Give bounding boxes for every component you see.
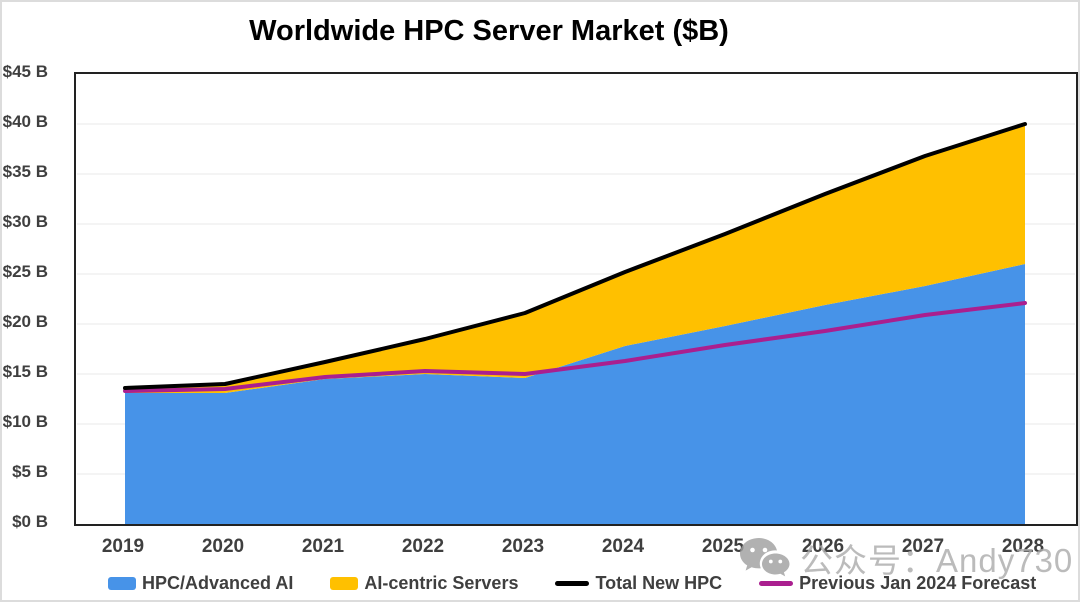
legend-item-hpc-advanced-ai: HPC/Advanced AI	[108, 573, 293, 594]
x-tick-label: 2026	[801, 536, 845, 557]
x-tick-label: 2024	[601, 536, 645, 557]
x-tick-label: 2021	[301, 536, 345, 557]
legend-swatch	[759, 581, 794, 586]
x-tick-label: 2020	[201, 536, 245, 557]
chart-svg	[77, 122, 1075, 524]
line-previous-jan-2024-forecast	[123, 301, 1027, 393]
legend-label: Total New HPC	[595, 573, 723, 593]
legend-swatch	[108, 577, 136, 590]
legend-label: HPC/Advanced AI	[142, 573, 294, 593]
chart-title: Worldwide HPC Server Market ($B)	[249, 15, 729, 47]
legend-swatch	[555, 581, 590, 586]
y-tick-label: $30 B	[2, 212, 48, 231]
x-tick-label: 2027	[901, 536, 945, 557]
y-tick-label: $35 B	[2, 162, 48, 181]
x-tick-label: 2022	[401, 536, 445, 557]
line-total-new-hpc	[123, 122, 1027, 390]
y-tick-label: $25 B	[2, 262, 48, 281]
x-tick-label: 2019	[101, 536, 145, 557]
legend-item-total-new-hpc: Total New HPC	[555, 573, 722, 594]
y-tick-label: $5 B	[12, 462, 48, 481]
legend: HPC/Advanced AI AI-centric Servers Total N…	[108, 573, 1036, 594]
area-ai-centric-servers	[125, 124, 1025, 393]
x-tick-label: 2025	[701, 536, 745, 557]
y-tick-label: $40 B	[2, 112, 48, 131]
y-tick-label: $0 B	[12, 512, 48, 531]
legend-item-ai-centric-servers: AI-centric Servers	[330, 573, 518, 594]
y-tick-label: $10 B	[2, 412, 48, 431]
legend-item-previous-jan-2024-forecast: Previous Jan 2024 Forecast	[759, 573, 1036, 594]
legend-label: AI-centric Servers	[364, 573, 519, 593]
area-hpc-advanced-ai	[125, 264, 1025, 524]
x-tick-label: 2023	[501, 536, 545, 557]
legend-swatch	[330, 577, 359, 590]
y-tick-label: $15 B	[2, 362, 48, 381]
legend-label: Previous Jan 2024 Forecast	[799, 573, 1037, 593]
y-tick-label: $45 B	[2, 62, 48, 81]
y-tick-label: $20 B	[2, 312, 48, 331]
x-tick-label: 2028	[1001, 536, 1045, 557]
plot-area	[74, 72, 1078, 526]
